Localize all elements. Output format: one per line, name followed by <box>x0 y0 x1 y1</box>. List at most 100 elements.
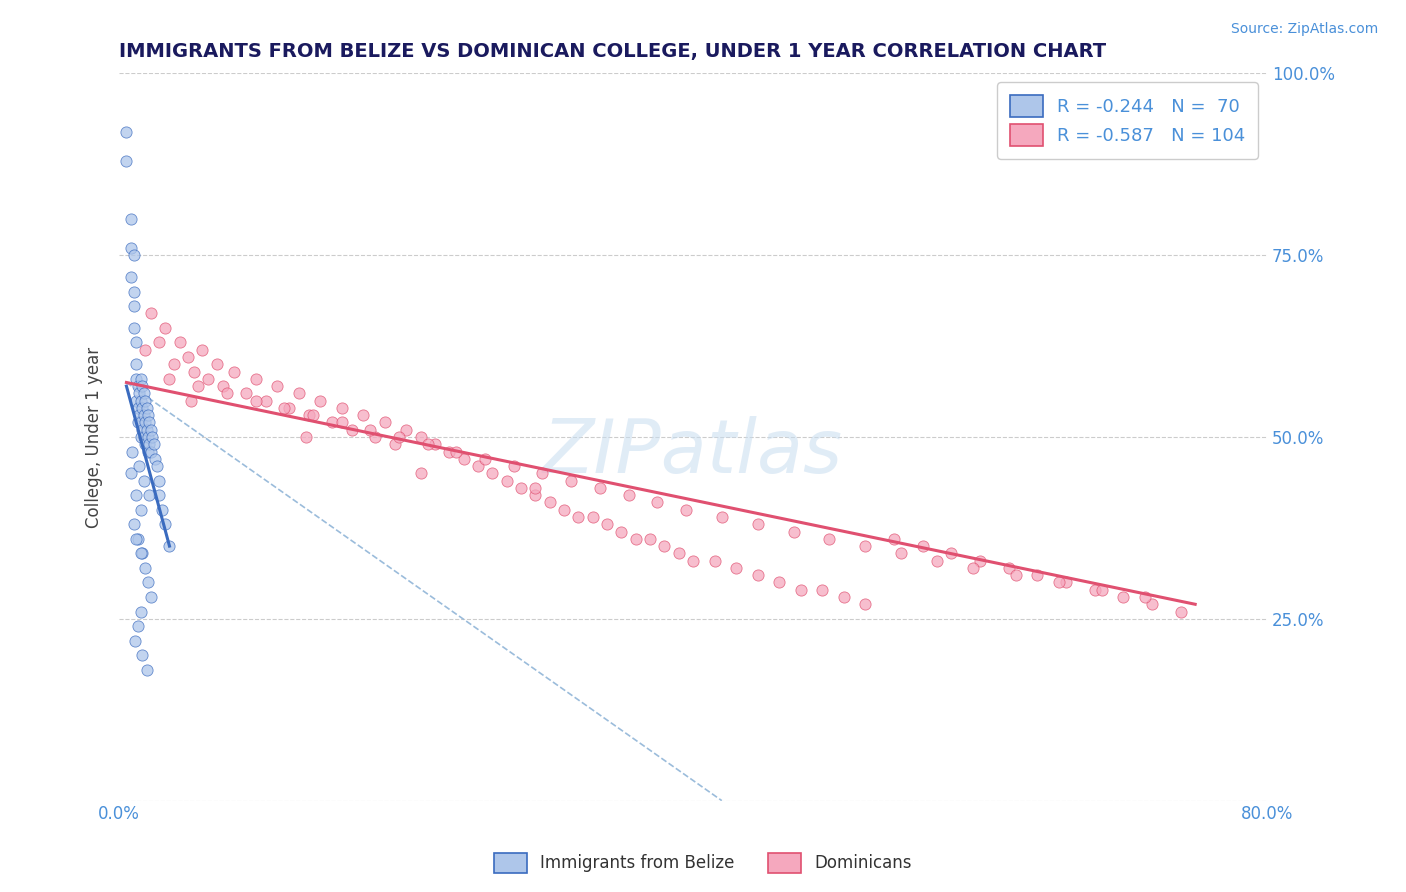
Point <box>127 401 149 415</box>
Point <box>474 451 496 466</box>
Point <box>538 495 561 509</box>
Legend: Immigrants from Belize, Dominicans: Immigrants from Belize, Dominicans <box>486 847 920 880</box>
Point <box>395 423 418 437</box>
Point <box>789 582 811 597</box>
Point <box>467 459 489 474</box>
Point <box>502 459 524 474</box>
Point <box>309 393 332 408</box>
Point <box>136 444 159 458</box>
Point <box>134 343 156 357</box>
Point <box>159 372 181 386</box>
Point <box>139 590 162 604</box>
Point <box>409 430 432 444</box>
Point <box>125 393 148 408</box>
Point <box>128 459 150 474</box>
Point <box>1047 575 1070 590</box>
Point <box>134 561 156 575</box>
Point <box>127 416 149 430</box>
Point <box>245 393 267 408</box>
Point <box>596 517 619 532</box>
Point <box>725 561 748 575</box>
Point <box>125 335 148 350</box>
Point <box>1084 582 1107 597</box>
Point <box>617 488 640 502</box>
Point <box>1170 605 1192 619</box>
Point <box>962 561 984 575</box>
Point <box>129 605 152 619</box>
Point <box>589 481 612 495</box>
Point <box>330 401 353 415</box>
Point <box>115 125 138 139</box>
Point <box>416 437 439 451</box>
Legend: R = -0.244   N =  70, R = -0.587   N = 104: R = -0.244 N = 70, R = -0.587 N = 104 <box>997 82 1258 159</box>
Point <box>148 335 170 350</box>
Point <box>853 539 876 553</box>
Point <box>409 467 432 481</box>
Point <box>127 379 149 393</box>
Point <box>132 430 155 444</box>
Point <box>136 575 159 590</box>
Point <box>129 546 152 560</box>
Point <box>191 343 214 357</box>
Point <box>818 532 841 546</box>
Point <box>495 474 517 488</box>
Point <box>131 401 153 415</box>
Point <box>150 502 173 516</box>
Point <box>143 451 166 466</box>
Point <box>266 379 288 393</box>
Point <box>481 467 503 481</box>
Point <box>1091 582 1114 597</box>
Point <box>135 663 157 677</box>
Point <box>132 386 155 401</box>
Point <box>136 408 159 422</box>
Point <box>132 408 155 422</box>
Point <box>638 532 661 546</box>
Point <box>129 416 152 430</box>
Point <box>890 546 912 560</box>
Point <box>122 517 145 532</box>
Point <box>138 437 160 451</box>
Point <box>183 365 205 379</box>
Point <box>128 408 150 422</box>
Point <box>832 590 855 604</box>
Point <box>153 321 176 335</box>
Point <box>624 532 647 546</box>
Point <box>129 372 152 386</box>
Point <box>925 554 948 568</box>
Point <box>582 510 605 524</box>
Text: ZIPatlas: ZIPatlas <box>543 416 844 488</box>
Point <box>273 401 295 415</box>
Point <box>1054 575 1077 590</box>
Point <box>169 335 191 350</box>
Point <box>703 554 725 568</box>
Point <box>782 524 804 539</box>
Point <box>302 408 325 422</box>
Point <box>446 444 468 458</box>
Point <box>211 379 233 393</box>
Point <box>153 517 176 532</box>
Point <box>668 546 690 560</box>
Point <box>122 248 145 262</box>
Point <box>298 408 321 422</box>
Point <box>135 401 157 415</box>
Point <box>187 379 209 393</box>
Point <box>122 299 145 313</box>
Point <box>145 459 167 474</box>
Point <box>388 430 411 444</box>
Point <box>138 488 160 502</box>
Point <box>222 365 245 379</box>
Point <box>132 474 155 488</box>
Point <box>747 568 769 582</box>
Point <box>1112 590 1135 604</box>
Point <box>138 416 160 430</box>
Point <box>531 467 554 481</box>
Point <box>124 633 146 648</box>
Point <box>163 357 186 371</box>
Point <box>122 321 145 335</box>
Point <box>374 416 396 430</box>
Point <box>120 211 142 226</box>
Point <box>134 393 156 408</box>
Point <box>524 481 547 495</box>
Point <box>294 430 316 444</box>
Text: Source: ZipAtlas.com: Source: ZipAtlas.com <box>1230 22 1378 37</box>
